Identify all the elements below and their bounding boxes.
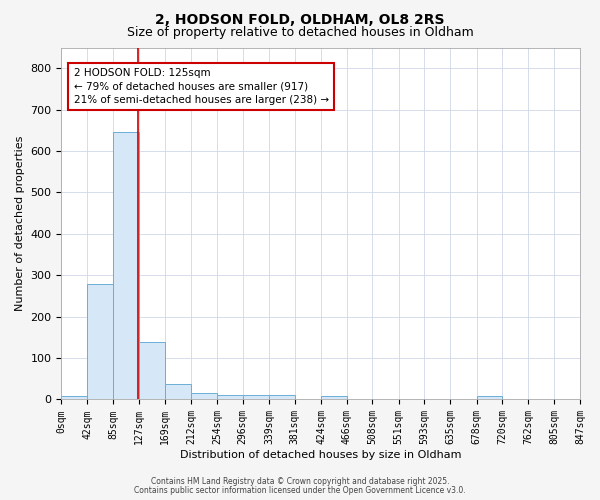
Bar <box>476 396 502 400</box>
Text: Size of property relative to detached houses in Oldham: Size of property relative to detached ho… <box>127 26 473 39</box>
Bar <box>165 384 191 400</box>
Bar <box>242 394 269 400</box>
Y-axis label: Number of detached properties: Number of detached properties <box>15 136 25 311</box>
Text: 2 HODSON FOLD: 125sqm
← 79% of detached houses are smaller (917)
21% of semi-det: 2 HODSON FOLD: 125sqm ← 79% of detached … <box>74 68 329 104</box>
Text: Contains public sector information licensed under the Open Government Licence v3: Contains public sector information licen… <box>134 486 466 495</box>
Bar <box>139 342 165 400</box>
Bar <box>191 393 217 400</box>
Bar <box>61 396 87 400</box>
Bar <box>113 132 139 400</box>
Text: 2, HODSON FOLD, OLDHAM, OL8 2RS: 2, HODSON FOLD, OLDHAM, OL8 2RS <box>155 12 445 26</box>
Bar <box>321 396 347 400</box>
Text: Contains HM Land Registry data © Crown copyright and database right 2025.: Contains HM Land Registry data © Crown c… <box>151 477 449 486</box>
Bar <box>269 396 295 400</box>
X-axis label: Distribution of detached houses by size in Oldham: Distribution of detached houses by size … <box>180 450 461 460</box>
Bar <box>217 394 242 400</box>
Bar <box>87 284 113 400</box>
